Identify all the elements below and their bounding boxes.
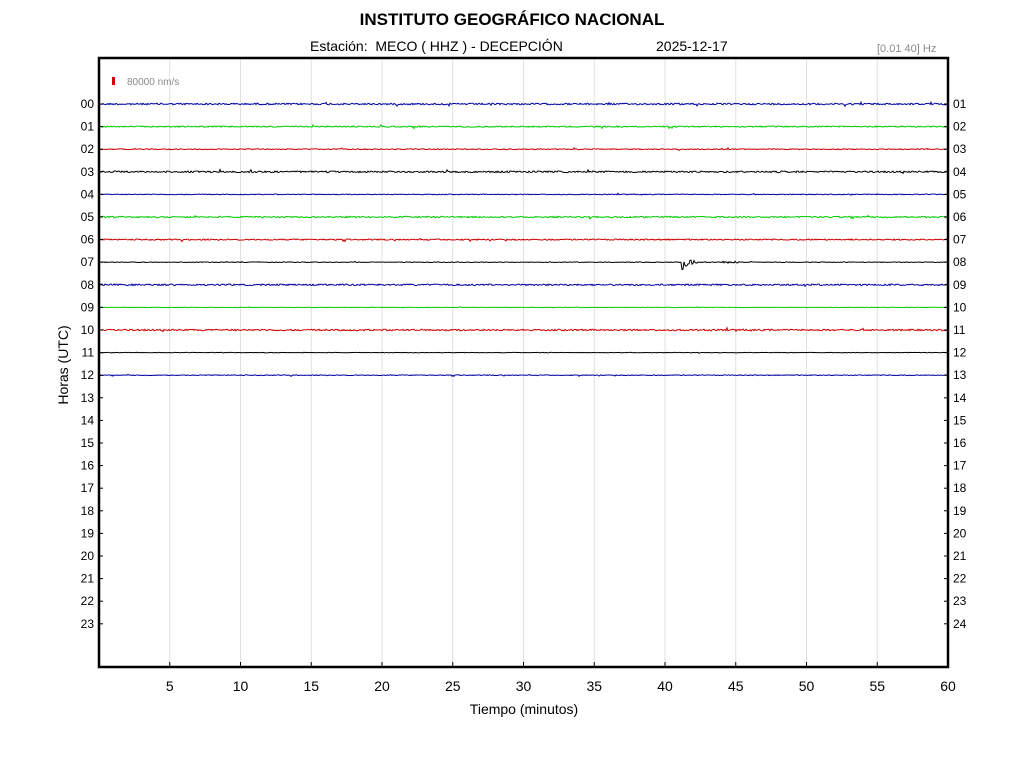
trace-hour-07 bbox=[99, 259, 949, 271]
hour-label-left: 00 bbox=[81, 97, 95, 111]
hour-label-left: 21 bbox=[81, 572, 95, 586]
trace-hour-08 bbox=[99, 283, 949, 288]
hour-label-right: 08 bbox=[953, 255, 967, 269]
hour-label-right: 03 bbox=[953, 142, 967, 156]
date-label: 2025-12-17 bbox=[656, 38, 728, 54]
x-tick-label: 45 bbox=[728, 678, 744, 694]
hour-label-left: 04 bbox=[81, 187, 95, 201]
hour-label-right: 11 bbox=[953, 323, 966, 337]
hour-label-right: 17 bbox=[953, 459, 967, 473]
hour-label-right: 07 bbox=[953, 233, 967, 247]
x-tick-label: 10 bbox=[233, 678, 249, 694]
x-tick-label: 55 bbox=[869, 678, 885, 694]
hour-label-right: 20 bbox=[953, 526, 967, 540]
hour-label-right: 23 bbox=[953, 594, 967, 608]
hour-label-left: 09 bbox=[81, 300, 95, 314]
grid-lines bbox=[169, 58, 878, 667]
right-hour-labels: 01 02 03 04 05 06 07 08 09 10 11 12 13 14 15 16 17 18 19 20… bbox=[944, 97, 967, 631]
hour-label-left: 23 bbox=[81, 617, 95, 631]
hour-label-right: 21 bbox=[953, 549, 967, 563]
hour-label-left: 15 bbox=[81, 436, 95, 450]
y-axis-title: Horas (UTC) bbox=[55, 325, 71, 404]
hour-label-right: 13 bbox=[953, 368, 967, 382]
filter-label: [0.01 40] Hz bbox=[877, 43, 937, 55]
left-hour-labels: 00 01 02 03 04 05 06 07 08 09 10 11 12 13 14 15 16 17 18 19… bbox=[81, 97, 103, 631]
hour-label-left: 18 bbox=[81, 504, 95, 518]
scale-bar-label: 80000 nm/s bbox=[127, 77, 179, 88]
hour-label-right: 14 bbox=[953, 391, 967, 405]
hour-label-right: 22 bbox=[953, 572, 967, 586]
seismic-traces bbox=[99, 100, 949, 378]
x-tick-label: 35 bbox=[586, 678, 602, 694]
hour-label-left: 17 bbox=[81, 481, 95, 495]
trace-hour-04 bbox=[99, 192, 949, 196]
trace-hour-11 bbox=[99, 351, 949, 354]
hour-label-right: 15 bbox=[953, 413, 967, 427]
trace-hour-12 bbox=[99, 373, 949, 378]
x-tick-label: 30 bbox=[516, 678, 532, 694]
x-tick-label: 20 bbox=[374, 678, 390, 694]
hour-label-right: 02 bbox=[953, 120, 967, 134]
hour-label-left: 16 bbox=[81, 459, 95, 473]
hour-label-left: 05 bbox=[81, 210, 95, 224]
hour-label-right: 10 bbox=[953, 300, 967, 314]
hour-label-right: 19 bbox=[953, 504, 967, 518]
x-tick-label: 40 bbox=[657, 678, 673, 694]
hour-label-right: 18 bbox=[953, 481, 967, 495]
hour-label-right: 12 bbox=[953, 346, 967, 360]
scale-bar: 80000 nm/s bbox=[112, 77, 179, 88]
hour-label-left: 22 bbox=[81, 594, 95, 608]
hour-label-left: 10 bbox=[81, 323, 95, 337]
hour-label-left: 13 bbox=[81, 391, 95, 405]
hour-label-left: 14 bbox=[81, 413, 95, 427]
x-tick-label: 5 bbox=[166, 678, 174, 694]
hour-label-left: 11 bbox=[82, 346, 95, 360]
hour-label-right: 05 bbox=[953, 187, 967, 201]
scale-bar-mark bbox=[112, 77, 115, 85]
x-tick-label: 15 bbox=[303, 678, 319, 694]
hour-label-left: 08 bbox=[81, 278, 95, 292]
trace-hour-03 bbox=[99, 168, 949, 175]
hour-label-left: 20 bbox=[81, 549, 95, 563]
trace-hour-05 bbox=[99, 214, 949, 220]
trace-hour-10 bbox=[99, 326, 949, 333]
hour-label-left: 02 bbox=[81, 142, 95, 156]
page-title: INSTITUTO GEOGRÁFICO NACIONAL bbox=[359, 10, 665, 29]
trace-hour-00 bbox=[99, 100, 949, 108]
station-label: Estación: MECO ( HHZ ) - DECEPCIÓN bbox=[310, 38, 563, 54]
hour-label-right: 09 bbox=[953, 278, 967, 292]
trace-hour-06 bbox=[99, 237, 949, 243]
trace-hour-02 bbox=[99, 146, 949, 152]
hour-label-left: 01 bbox=[81, 120, 95, 134]
trace-hour-01 bbox=[99, 123, 949, 130]
x-tick-label: 50 bbox=[799, 678, 815, 694]
trace-hour-09 bbox=[99, 306, 949, 309]
hour-label-right: 16 bbox=[953, 436, 967, 450]
x-axis-ticks: 5 10 15 20 25 30 35 40 45 50 55 60 bbox=[166, 662, 956, 694]
hour-label-left: 03 bbox=[81, 165, 95, 179]
x-axis-title: Tiempo (minutos) bbox=[470, 701, 578, 717]
hour-label-right: 06 bbox=[953, 210, 967, 224]
x-tick-label: 25 bbox=[445, 678, 461, 694]
hour-label-left: 12 bbox=[81, 368, 95, 382]
hour-label-left: 07 bbox=[81, 255, 95, 269]
hour-label-right: 01 bbox=[953, 97, 967, 111]
hour-label-right: 24 bbox=[953, 617, 967, 631]
hour-label-left: 19 bbox=[81, 526, 95, 540]
hour-label-left: 06 bbox=[81, 233, 95, 247]
x-tick-label: 60 bbox=[940, 678, 956, 694]
hour-label-right: 04 bbox=[953, 165, 967, 179]
